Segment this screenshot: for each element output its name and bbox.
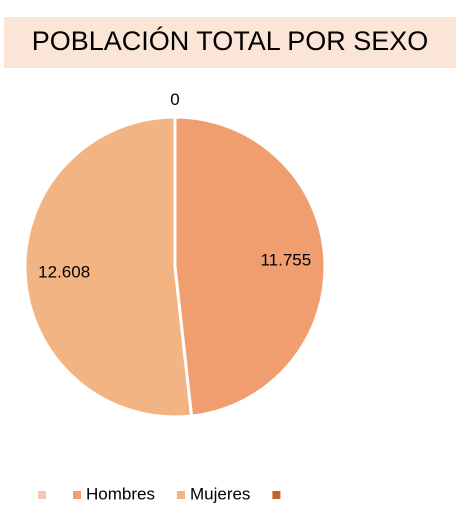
data-label: 12.608 xyxy=(38,263,90,282)
legend-swatch xyxy=(176,491,185,499)
pie-slice xyxy=(23,115,194,419)
legend-swatch xyxy=(272,491,281,499)
chart-title: POBLACIÓN TOTAL POR SEXO xyxy=(32,25,429,56)
legend-swatch xyxy=(73,491,81,499)
pie-slice xyxy=(173,115,327,418)
legend-label: Mujeres xyxy=(190,484,250,503)
title-background xyxy=(4,17,456,68)
data-label: 11.755 xyxy=(260,250,311,269)
legend-label: Hombres xyxy=(86,484,155,503)
legend-swatch xyxy=(38,491,46,499)
data-label: 0 xyxy=(170,90,179,109)
